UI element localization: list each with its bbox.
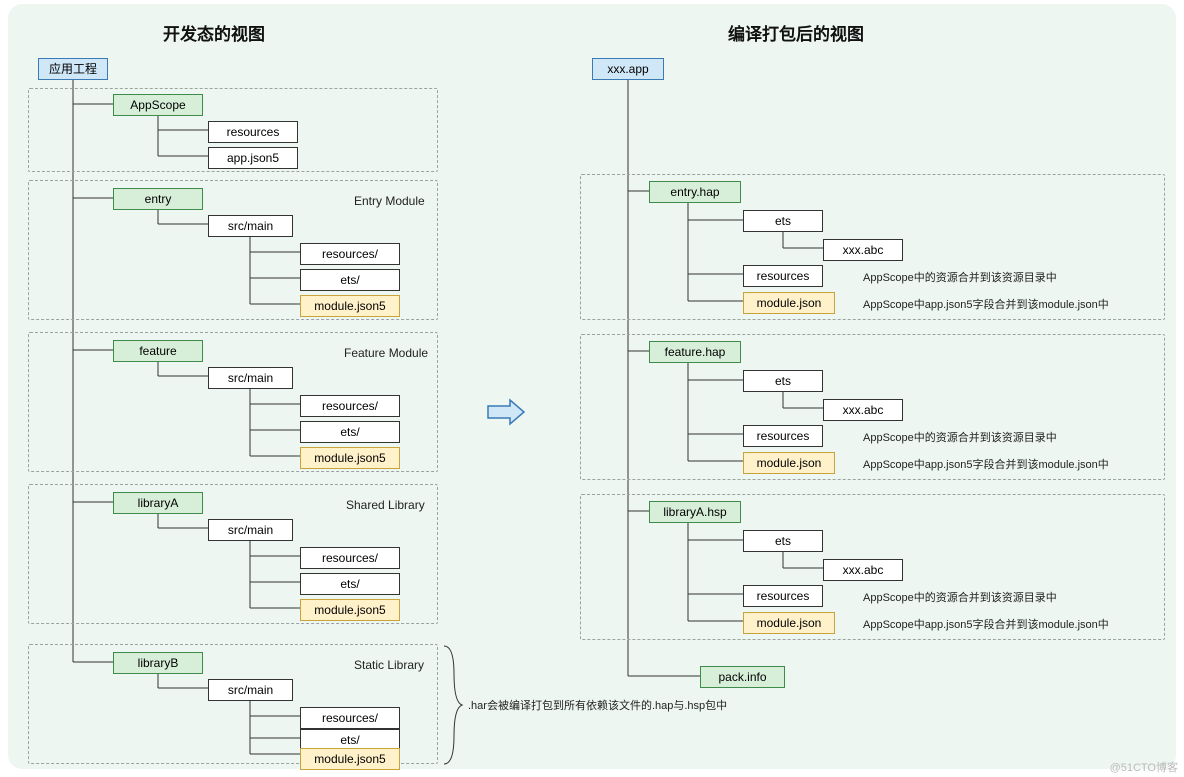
libraryahsp-res: resources xyxy=(743,585,823,607)
entryhap-ets: ets xyxy=(743,210,823,232)
feature-label: Feature Module xyxy=(344,346,428,360)
packinfo-node: pack.info xyxy=(700,666,785,688)
left-root-node: 应用工程 xyxy=(38,58,108,80)
entryhap-res-note: AppScope中的资源合并到该资源目录中 xyxy=(863,269,1057,285)
entry-child-0: resources/ xyxy=(300,243,400,265)
libraryb-child-2: module.json5 xyxy=(300,748,400,770)
feature-srcmain: src/main xyxy=(208,367,293,389)
libraryahsp-ets: ets xyxy=(743,530,823,552)
libraryb-srcmain: src/main xyxy=(208,679,293,701)
featurehap-mod-note: AppScope中app.json5字段合并到该module.json中 xyxy=(863,456,1109,472)
libraryb-label: Static Library xyxy=(354,658,424,672)
librarya-child-2: module.json5 xyxy=(300,599,400,621)
librarya-srcmain: src/main xyxy=(208,519,293,541)
libraryahsp-abc: xxx.abc xyxy=(823,559,903,581)
featurehap-res-note: AppScope中的资源合并到该资源目录中 xyxy=(863,429,1057,445)
entryhap-mod: module.json xyxy=(743,292,835,314)
entry-label: Entry Module xyxy=(354,194,425,208)
right-title: 编译打包后的视图 xyxy=(728,20,864,45)
appscope-child-0: resources xyxy=(208,121,298,143)
entryhap-head: entry.hap xyxy=(649,181,741,203)
brace-icon xyxy=(440,644,464,766)
libraryb-head: libraryB xyxy=(113,652,203,674)
transform-arrow-icon xyxy=(486,398,526,426)
appscope-child-1: app.json5 xyxy=(208,147,298,169)
diagram-canvas: 开发态的视图 编译打包后的视图 应用工程 xyxy=(8,4,1176,769)
entry-child-1: ets/ xyxy=(300,269,400,291)
entry-child-2: module.json5 xyxy=(300,295,400,317)
entry-head: entry xyxy=(113,188,203,210)
featurehap-ets: ets xyxy=(743,370,823,392)
librarya-child-0: resources/ xyxy=(300,547,400,569)
libraryahsp-mod-note: AppScope中app.json5字段合并到该module.json中 xyxy=(863,616,1109,632)
librarya-label: Shared Library xyxy=(346,498,425,512)
brace-note: .har会被编译打包到所有依赖该文件的.hap与.hsp包中 xyxy=(468,697,727,713)
featurehap-mod: module.json xyxy=(743,452,835,474)
featurehap-abc: xxx.abc xyxy=(823,399,903,421)
libraryahsp-mod: module.json xyxy=(743,612,835,634)
feature-head: feature xyxy=(113,340,203,362)
entryhap-abc: xxx.abc xyxy=(823,239,903,261)
entryhap-res: resources xyxy=(743,265,823,287)
entryhap-mod-note: AppScope中app.json5字段合并到该module.json中 xyxy=(863,296,1109,312)
feature-child-2: module.json5 xyxy=(300,447,400,469)
watermark: @51CTO博客 xyxy=(1110,759,1178,775)
right-root-node: xxx.app xyxy=(592,58,664,80)
libraryahsp-head: libraryA.hsp xyxy=(649,501,741,523)
appscope-head: AppScope xyxy=(113,94,203,116)
librarya-head: libraryA xyxy=(113,492,203,514)
left-title: 开发态的视图 xyxy=(163,20,265,45)
libraryahsp-res-note: AppScope中的资源合并到该资源目录中 xyxy=(863,589,1057,605)
entry-srcmain: src/main xyxy=(208,215,293,237)
libraryb-child-0: resources/ xyxy=(300,707,400,729)
featurehap-head: feature.hap xyxy=(649,341,741,363)
feature-child-0: resources/ xyxy=(300,395,400,417)
feature-child-1: ets/ xyxy=(300,421,400,443)
librarya-child-1: ets/ xyxy=(300,573,400,595)
featurehap-res: resources xyxy=(743,425,823,447)
